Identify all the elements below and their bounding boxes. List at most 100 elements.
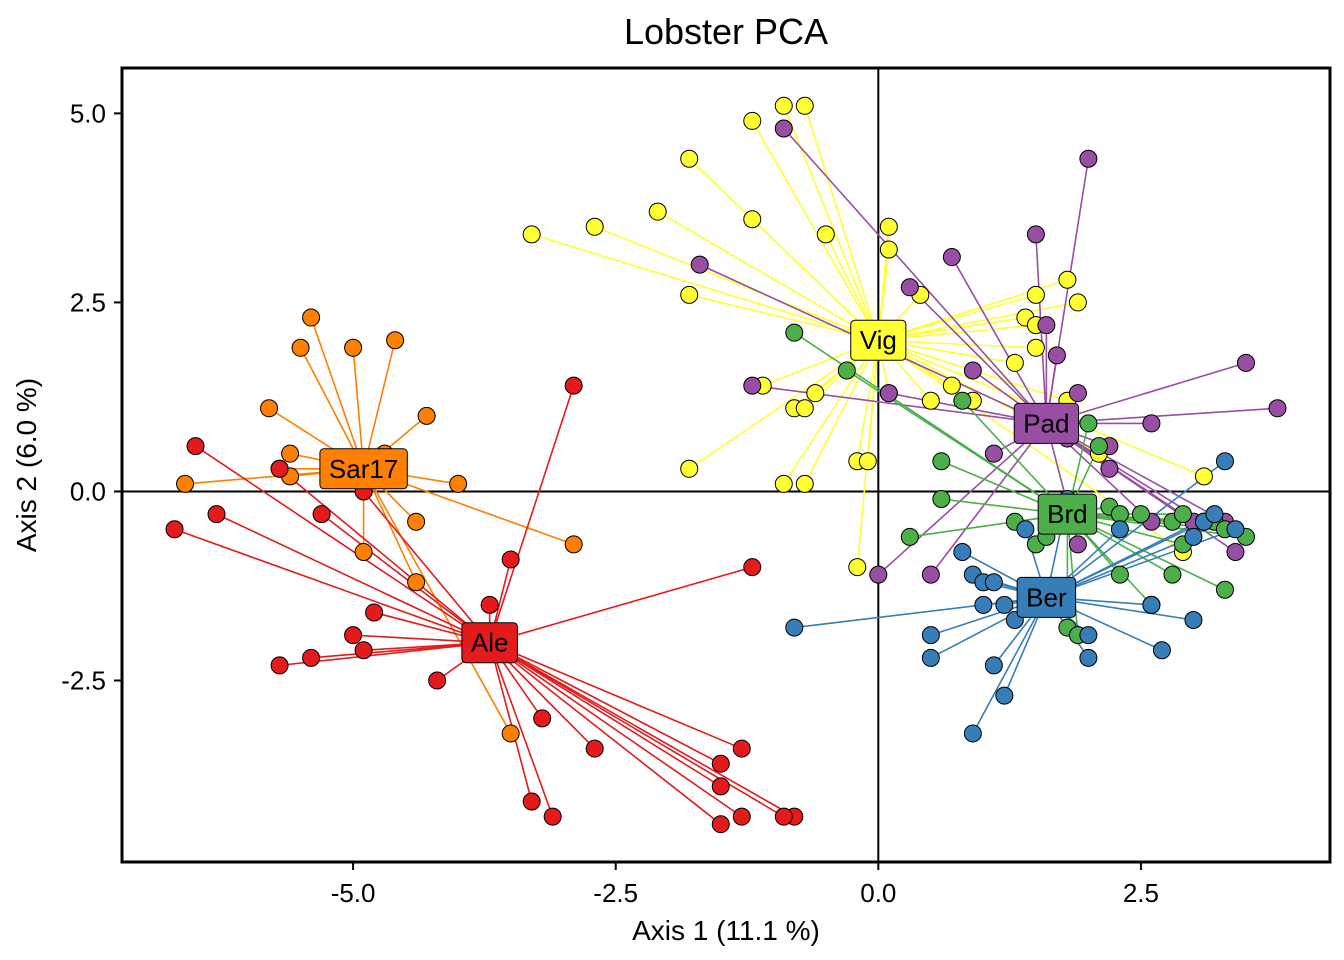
point-ber <box>1079 626 1098 645</box>
label-text-ber: Ber <box>1026 582 1067 612</box>
point-ber <box>963 724 982 743</box>
point-vig <box>1026 338 1045 357</box>
point-sar17 <box>407 512 426 531</box>
segment-pad <box>951 256 1048 424</box>
point-ale <box>522 792 541 811</box>
y-tick-label: 2.5 <box>70 287 106 317</box>
point-ber <box>1226 520 1245 539</box>
point-ale <box>543 807 562 826</box>
point-vig <box>795 474 814 493</box>
point-pad <box>1079 149 1098 168</box>
point-pad <box>879 384 898 403</box>
label-text-brd: Brd <box>1047 499 1087 529</box>
segment-ale <box>489 642 722 788</box>
point-vig <box>858 452 877 471</box>
label-text-ale: Ale <box>471 628 509 658</box>
label-ale: Ale <box>461 622 518 664</box>
point-vig <box>648 202 667 221</box>
point-vig <box>795 399 814 418</box>
point-ale <box>501 550 520 569</box>
x-tick-label: -2.5 <box>593 878 638 908</box>
segment-ale <box>488 642 554 817</box>
point-ale <box>585 739 604 758</box>
point-ber <box>1184 611 1203 630</box>
x-tick-label: 0.0 <box>860 878 896 908</box>
group-labels: Sar17 Ale Vig Pad Brd Ber <box>319 319 1098 664</box>
point-ale <box>270 459 289 478</box>
point-ale <box>365 603 384 622</box>
segment-vig <box>804 339 880 485</box>
segment-ale <box>489 642 743 818</box>
point-pad <box>1047 346 1066 365</box>
segment-ale <box>174 528 490 644</box>
segment-vig <box>657 210 879 341</box>
segment-vig <box>594 226 879 341</box>
point-ale <box>312 505 331 524</box>
point-vig <box>680 285 699 304</box>
point-sar17 <box>302 308 321 327</box>
point-brd <box>1089 437 1108 456</box>
label-vig: Vig <box>850 319 907 361</box>
point-pad <box>942 248 961 267</box>
segment-ber <box>1046 528 1236 599</box>
segment-pad <box>909 286 1047 424</box>
point-brd <box>1163 565 1182 584</box>
point-sar17 <box>407 573 426 592</box>
label-brd: Brd <box>1037 493 1098 535</box>
point-ale <box>711 754 730 773</box>
label-text-pad: Pad <box>1023 408 1069 438</box>
point-vig <box>680 459 699 478</box>
label-pad: Pad <box>1013 402 1080 444</box>
point-brd <box>900 527 919 546</box>
point-brd <box>1110 505 1129 524</box>
segment-sar17 <box>362 340 396 469</box>
label-sar17: Sar17 <box>319 448 408 490</box>
point-vig <box>795 96 814 115</box>
point-sar17 <box>344 338 363 357</box>
point-vig <box>585 217 604 236</box>
point-ale <box>270 656 289 675</box>
x-axis-label: Axis 1 (11.1 %) <box>632 915 820 946</box>
point-ber <box>921 648 940 667</box>
y-tick-label: 0.0 <box>70 476 106 506</box>
segment-vig <box>531 233 879 341</box>
point-ber <box>1184 527 1203 546</box>
point-ber <box>974 595 993 614</box>
point-ale <box>711 815 730 834</box>
point-pad <box>1226 542 1245 561</box>
point-vig <box>774 96 793 115</box>
point-ale <box>207 505 226 524</box>
point-sar17 <box>501 724 520 743</box>
data-points <box>165 96 1287 834</box>
point-ale <box>354 641 373 660</box>
point-pad <box>690 255 709 274</box>
point-ber <box>1205 505 1224 524</box>
point-pad <box>984 444 1003 463</box>
point-ale <box>480 595 499 614</box>
point-pad <box>774 119 793 138</box>
x-tick-label: -5.0 <box>331 878 376 908</box>
point-pad <box>869 565 888 584</box>
label-box-pad <box>1013 402 1080 444</box>
point-sar17 <box>260 399 279 418</box>
point-vig <box>921 391 940 410</box>
segment-vig <box>877 339 1184 553</box>
segment-ale <box>489 642 785 818</box>
point-ale <box>743 558 762 577</box>
y-axis: -2.5 0.0 2.5 5.0 <box>61 98 122 696</box>
point-ber <box>1215 452 1234 471</box>
label-box-vig <box>850 319 907 361</box>
point-ale <box>711 777 730 796</box>
point-pad <box>900 278 919 297</box>
segment-sar17 <box>362 468 512 734</box>
point-pad <box>1100 459 1119 478</box>
segment-ale <box>489 642 722 825</box>
point-vig <box>806 384 825 403</box>
point-ber <box>984 656 1003 675</box>
point-ber <box>984 573 1003 592</box>
point-brd <box>1110 565 1129 584</box>
point-vig <box>680 149 699 168</box>
label-text-vig: Vig <box>860 325 897 355</box>
point-vig <box>1068 293 1087 312</box>
point-ale <box>732 739 751 758</box>
